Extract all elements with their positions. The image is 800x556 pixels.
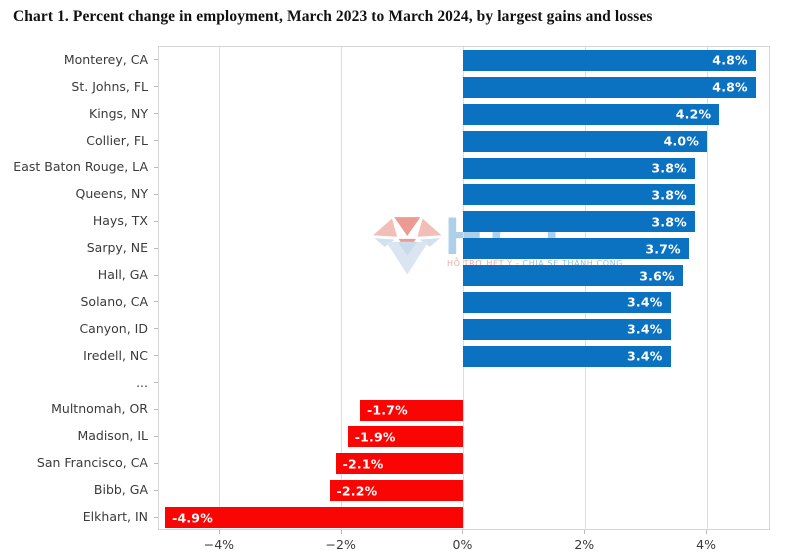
bar-positive: 4.8%	[463, 49, 756, 71]
category-label: Madison, IL	[77, 428, 148, 444]
bar-negative: -2.1%	[335, 453, 464, 475]
y-axis-tick	[154, 301, 158, 303]
x-tick-label: −4%	[203, 537, 235, 552]
category-label: Sarpy, NE	[86, 240, 148, 256]
y-axis-tick	[154, 355, 158, 357]
y-axis-tick	[154, 489, 158, 491]
bar-negative: -1.7%	[359, 399, 464, 421]
category-label: Solano, CA	[80, 293, 148, 309]
bar-positive: 3.6%	[463, 265, 683, 287]
category-label: Bibb, GA	[93, 482, 148, 498]
category-label: Monterey, CA	[63, 51, 148, 67]
plot-area: HCT HỖ TRỢ HẾT Ý - CHIA SẺ THÀNH CÔNG 4.…	[158, 46, 770, 530]
bar-value-label: 4.8%	[712, 79, 748, 95]
x-tick-label: −2%	[325, 537, 356, 552]
category-label: Kings, NY	[89, 105, 148, 121]
category-label: San Francisco, CA	[36, 455, 148, 471]
bar-negative: -1.9%	[347, 426, 464, 448]
y-axis-tick	[154, 140, 158, 142]
bar-value-label: -1.9%	[354, 429, 396, 445]
x-axis-tick	[584, 530, 586, 534]
gridline	[706, 47, 708, 529]
bar-value-label: 3.4%	[627, 321, 663, 337]
y-axis-tick	[154, 274, 158, 276]
gridline	[584, 47, 586, 529]
y-axis-tick	[154, 113, 158, 115]
bar-value-label: 4.0%	[663, 133, 700, 149]
x-axis-tick	[706, 530, 708, 534]
y-axis-tick	[154, 516, 158, 518]
gridline	[341, 47, 343, 529]
bar-positive: 4.2%	[463, 103, 720, 125]
x-axis-tick	[462, 530, 464, 534]
category-label: ...	[136, 374, 148, 390]
y-axis-tick	[154, 193, 158, 195]
x-axis-tick	[340, 530, 342, 534]
bar-negative: -4.9%	[165, 507, 464, 529]
x-tick-label: 4%	[696, 537, 716, 552]
bar-value-label: -1.7%	[366, 402, 408, 418]
bar-value-label: 3.4%	[627, 294, 663, 310]
category-label: Iredell, NC	[83, 347, 148, 363]
y-axis-tick	[154, 59, 158, 61]
hct-diamond-logo-icon	[373, 217, 442, 275]
bar-positive: 4.0%	[463, 130, 708, 152]
bar-value-label: -4.9%	[172, 510, 213, 526]
bar-negative: -2.2%	[329, 480, 464, 502]
category-label: Elkhart, IN	[82, 509, 148, 525]
bar-value-label: 4.2%	[675, 106, 712, 122]
bar-positive: 3.4%	[463, 318, 671, 340]
y-axis-tick	[154, 462, 158, 464]
category-label: Hall, GA	[97, 267, 148, 283]
y-axis-tick	[154, 86, 158, 88]
y-axis-tick	[154, 220, 158, 222]
x-tick-label: 0%	[452, 537, 473, 552]
bar-positive: 3.7%	[463, 238, 689, 260]
chart-title: Chart 1. Percent change in employment, M…	[13, 8, 653, 25]
bar-positive: 3.4%	[463, 345, 671, 367]
category-label: St. Johns, FL	[71, 78, 148, 94]
y-axis-tick	[154, 382, 158, 384]
category-label: Collier, FL	[86, 132, 148, 148]
y-axis-tick	[154, 167, 158, 168]
x-tick-label: 2%	[574, 537, 595, 552]
bar-positive: 3.8%	[463, 157, 695, 179]
y-axis-tick	[154, 247, 158, 249]
y-axis-tick	[154, 328, 158, 330]
bar-value-label: 3.8%	[651, 214, 687, 230]
bar-value-label: 3.4%	[627, 348, 663, 364]
y-axis-tick	[154, 409, 158, 410]
category-label: East Baton Rouge, LA	[13, 159, 148, 175]
category-label: Multnomah, OR	[51, 401, 148, 417]
bar-positive: 3.8%	[463, 184, 695, 206]
bar-positive: 3.4%	[463, 291, 671, 313]
gridline	[219, 47, 221, 529]
bar-value-label: 3.7%	[645, 241, 681, 257]
category-label: Canyon, ID	[79, 320, 148, 336]
bar-value-label: -2.1%	[342, 456, 384, 472]
bar-value-label: 4.8%	[712, 52, 748, 68]
bar-value-label: 3.8%	[651, 187, 687, 203]
bar-value-label: -2.2%	[336, 483, 378, 499]
y-axis-tick	[154, 435, 158, 437]
bar-value-label: 3.8%	[651, 160, 687, 176]
category-label: Queens, NY	[75, 186, 148, 202]
bar-positive: 3.8%	[463, 211, 695, 233]
x-axis-tick	[218, 530, 220, 534]
category-label: Hays, TX	[92, 213, 148, 229]
gridline	[462, 47, 464, 529]
bar-value-label: 3.6%	[639, 268, 675, 284]
bar-positive: 4.8%	[463, 76, 756, 98]
